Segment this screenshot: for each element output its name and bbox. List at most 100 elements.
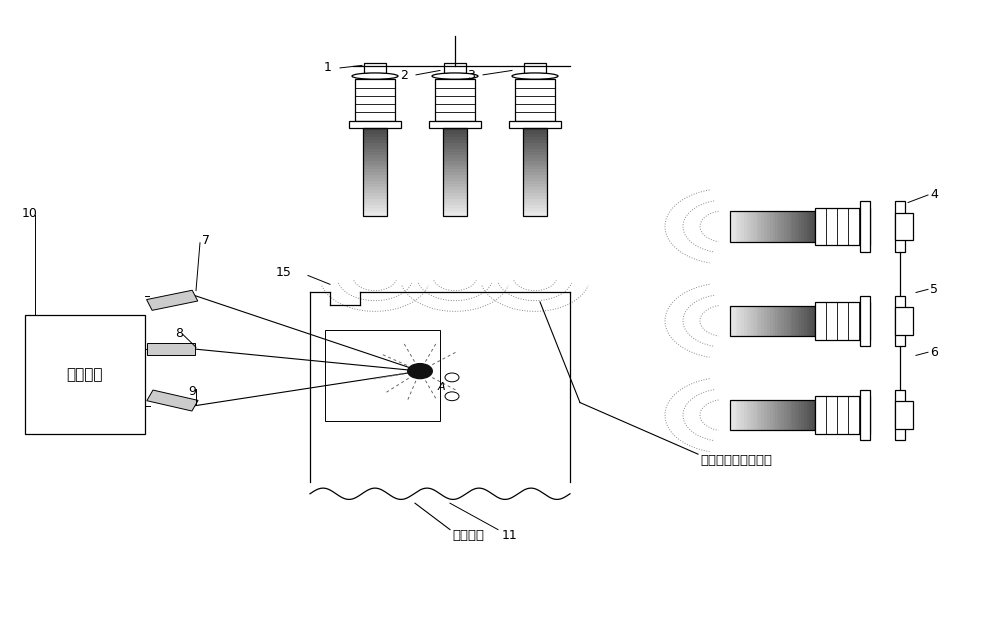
Bar <box>443 184 467 187</box>
Bar <box>753 400 756 430</box>
Bar <box>895 296 905 346</box>
Bar <box>772 306 775 336</box>
Ellipse shape <box>352 73 398 79</box>
Bar <box>770 306 772 336</box>
Bar <box>364 63 386 73</box>
Bar <box>747 306 750 336</box>
Bar <box>756 400 758 430</box>
Bar <box>764 400 767 430</box>
Bar <box>363 167 387 169</box>
Bar <box>523 167 547 169</box>
Bar <box>523 193 547 196</box>
Text: 10: 10 <box>22 208 38 220</box>
Bar <box>809 306 812 336</box>
Bar <box>363 128 387 216</box>
Bar <box>860 201 870 252</box>
Bar <box>443 155 467 158</box>
Bar <box>363 178 387 181</box>
Text: 9: 9 <box>188 385 196 398</box>
Bar <box>736 211 739 242</box>
Bar <box>730 211 815 242</box>
Bar <box>363 181 387 184</box>
Bar <box>738 211 741 242</box>
Bar <box>443 199 467 202</box>
Bar <box>736 400 739 430</box>
Bar <box>741 400 744 430</box>
Bar <box>792 306 795 336</box>
Bar <box>781 306 784 336</box>
Bar <box>363 131 387 134</box>
Circle shape <box>407 363 433 379</box>
Bar <box>730 306 733 336</box>
Bar <box>804 400 806 430</box>
Bar <box>801 306 804 336</box>
Bar <box>761 211 764 242</box>
Bar <box>809 211 812 242</box>
Bar <box>764 211 767 242</box>
Bar <box>443 143 467 146</box>
Bar <box>523 152 547 155</box>
Bar <box>443 193 467 196</box>
Bar <box>770 211 772 242</box>
Bar <box>443 140 467 143</box>
Bar <box>784 400 787 430</box>
Bar <box>523 204 547 208</box>
Bar <box>781 211 784 242</box>
Bar <box>806 211 809 242</box>
Bar <box>363 187 387 190</box>
Bar <box>804 306 806 336</box>
Bar <box>761 400 764 430</box>
Bar <box>443 160 467 164</box>
Bar <box>790 400 792 430</box>
Text: 5: 5 <box>930 283 938 296</box>
Text: 7: 7 <box>202 234 210 247</box>
Bar <box>443 167 467 169</box>
Bar <box>812 400 815 430</box>
Bar <box>738 400 741 430</box>
Bar <box>363 152 387 155</box>
Bar <box>363 149 387 152</box>
Bar <box>355 79 395 121</box>
Bar <box>523 143 547 146</box>
Bar <box>523 199 547 202</box>
Bar <box>798 211 801 242</box>
Text: 8: 8 <box>175 327 183 340</box>
Bar <box>772 400 775 430</box>
Bar <box>744 211 747 242</box>
Bar <box>733 306 736 336</box>
Bar <box>523 190 547 193</box>
Bar <box>770 400 772 430</box>
Bar <box>775 400 778 430</box>
Bar <box>795 211 798 242</box>
Bar <box>758 211 761 242</box>
Bar <box>524 63 546 73</box>
Bar <box>523 175 547 178</box>
Bar <box>523 128 547 131</box>
Bar <box>795 306 798 336</box>
Bar <box>733 211 736 242</box>
Bar <box>730 306 815 336</box>
Bar <box>363 140 387 143</box>
Bar <box>523 187 547 190</box>
Bar <box>730 400 733 430</box>
Bar <box>767 211 770 242</box>
Bar <box>443 131 467 134</box>
Bar <box>784 306 787 336</box>
Ellipse shape <box>512 73 558 79</box>
Bar <box>775 211 778 242</box>
Bar <box>804 211 806 242</box>
Bar <box>733 400 736 430</box>
Text: 11: 11 <box>502 530 518 542</box>
Bar <box>349 121 401 128</box>
Bar <box>756 306 758 336</box>
Polygon shape <box>147 390 198 411</box>
Bar <box>443 208 467 211</box>
Bar <box>523 149 547 152</box>
Bar <box>741 211 744 242</box>
Bar <box>792 400 795 430</box>
Bar <box>730 400 815 430</box>
Bar <box>443 128 467 216</box>
Polygon shape <box>147 290 198 310</box>
Bar <box>736 306 739 336</box>
Bar <box>895 401 913 429</box>
